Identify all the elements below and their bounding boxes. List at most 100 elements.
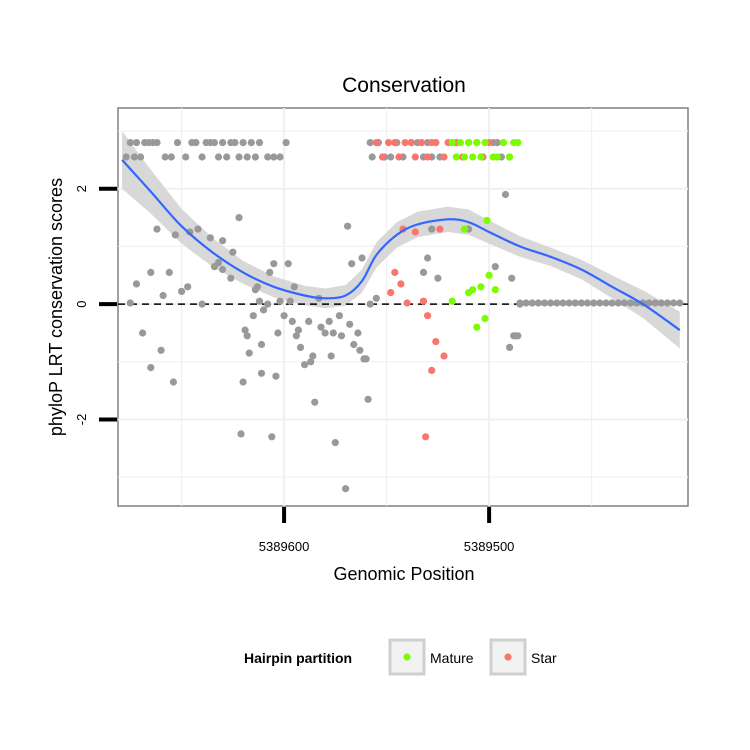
point-star <box>378 153 387 161</box>
point-mature <box>483 216 491 225</box>
legend-label-star: Star <box>531 650 557 666</box>
point-other <box>344 222 352 230</box>
point-other <box>257 340 266 349</box>
point-other <box>627 299 635 307</box>
point-other <box>274 329 282 337</box>
point-other <box>206 234 214 242</box>
chart-title: Conservation <box>342 74 466 97</box>
point-other <box>368 153 376 161</box>
point-other <box>290 283 298 291</box>
legend-dot-mature <box>403 653 411 661</box>
point-other <box>260 306 268 314</box>
point-other <box>157 346 165 354</box>
point-mature <box>491 286 499 294</box>
point-other <box>126 299 134 307</box>
point-other <box>276 297 284 305</box>
point-other <box>311 398 319 406</box>
point-other <box>329 329 337 337</box>
point-other <box>270 153 278 161</box>
point-other <box>243 153 251 161</box>
point-other <box>251 153 259 161</box>
point-star <box>428 366 436 374</box>
point-mature <box>452 153 460 161</box>
point-other <box>147 364 155 372</box>
point-other <box>255 139 264 147</box>
point-other <box>194 225 202 233</box>
y-axis-title: phyloP LRT conservation scores <box>46 178 66 436</box>
point-mature <box>456 139 464 147</box>
point-other <box>245 349 253 357</box>
point-other <box>663 299 672 307</box>
point-other <box>219 237 227 245</box>
confidence-band-area <box>122 131 680 349</box>
x-tick-label: 5389500 <box>464 539 515 554</box>
point-mature <box>473 323 481 331</box>
point-other <box>270 260 278 268</box>
point-other <box>534 299 542 307</box>
point-other <box>354 329 362 337</box>
point-star <box>411 228 419 236</box>
point-other <box>153 139 161 147</box>
point-other <box>235 214 243 222</box>
point-other <box>282 139 290 147</box>
point-star <box>422 433 430 441</box>
point-star <box>440 153 448 161</box>
point-other <box>257 369 266 377</box>
point-other <box>249 312 257 320</box>
point-other <box>571 299 579 307</box>
point-other <box>223 153 231 161</box>
point-other <box>522 299 530 307</box>
point-other <box>237 430 245 438</box>
point-other <box>559 299 567 307</box>
point-other <box>219 265 227 274</box>
point-star <box>436 225 444 233</box>
point-other <box>335 312 343 320</box>
point-other <box>130 153 138 161</box>
point-other <box>280 312 288 320</box>
smooth-line <box>121 159 681 331</box>
point-other <box>165 268 173 276</box>
point-other <box>506 343 514 351</box>
legend-label-mature: Mature <box>430 650 474 666</box>
point-mature <box>469 153 477 161</box>
point-other <box>501 190 510 199</box>
point-mature <box>485 271 493 279</box>
point-other <box>419 268 428 276</box>
point-other <box>147 268 155 276</box>
point-star <box>403 299 411 307</box>
point-other <box>132 139 141 147</box>
point-star <box>432 139 440 147</box>
y-tick-label: 2 <box>74 185 89 192</box>
point-other <box>657 299 665 307</box>
point-other <box>243 332 251 340</box>
point-star <box>411 153 419 161</box>
point-star <box>432 338 440 346</box>
point-mature <box>506 153 514 161</box>
point-other <box>651 299 659 307</box>
point-other <box>590 299 598 307</box>
point-other <box>676 299 684 307</box>
legend-dot-star <box>504 653 512 661</box>
point-other <box>122 153 130 161</box>
point-mature <box>448 139 456 147</box>
point-other <box>268 433 276 441</box>
point-other <box>614 299 622 307</box>
point-other <box>161 153 169 161</box>
point-other <box>239 139 247 147</box>
point-other <box>337 332 346 340</box>
point-star <box>424 312 432 320</box>
point-star <box>401 139 409 147</box>
point-star <box>372 139 380 147</box>
point-other <box>372 294 380 302</box>
plot-panel <box>117 107 689 507</box>
point-mature <box>465 139 473 147</box>
point-mature <box>477 153 485 161</box>
point-other <box>241 326 249 334</box>
smooth-curve <box>121 159 681 331</box>
point-other <box>342 485 350 493</box>
point-other <box>434 274 442 282</box>
point-other <box>255 297 264 305</box>
point-other <box>126 139 134 147</box>
point-other <box>235 153 243 161</box>
